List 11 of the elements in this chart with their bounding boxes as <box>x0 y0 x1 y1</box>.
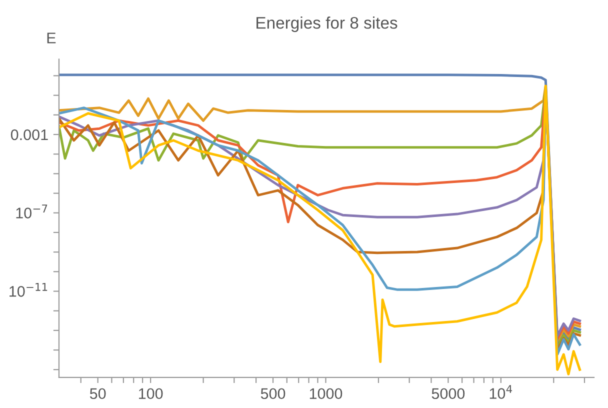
y-tick-label: 0.001 <box>10 129 48 140</box>
y-axis-title: E <box>47 32 56 44</box>
x-tick-label: 5000 <box>432 388 465 400</box>
chart-title: Energies for 8 sites <box>256 16 398 32</box>
x-tick-label: 100 <box>138 388 163 400</box>
y-tick-label: 10$^{−7}$ <box>16 204 48 218</box>
x-tick-label: 10$^{4}$ <box>490 385 512 399</box>
y-tick-label: 10$^{−11}$ <box>10 283 48 297</box>
x-tick-label: 50 <box>90 388 106 400</box>
x-tick-label: 500 <box>260 388 286 400</box>
x-tick-label: 1000 <box>310 388 342 400</box>
